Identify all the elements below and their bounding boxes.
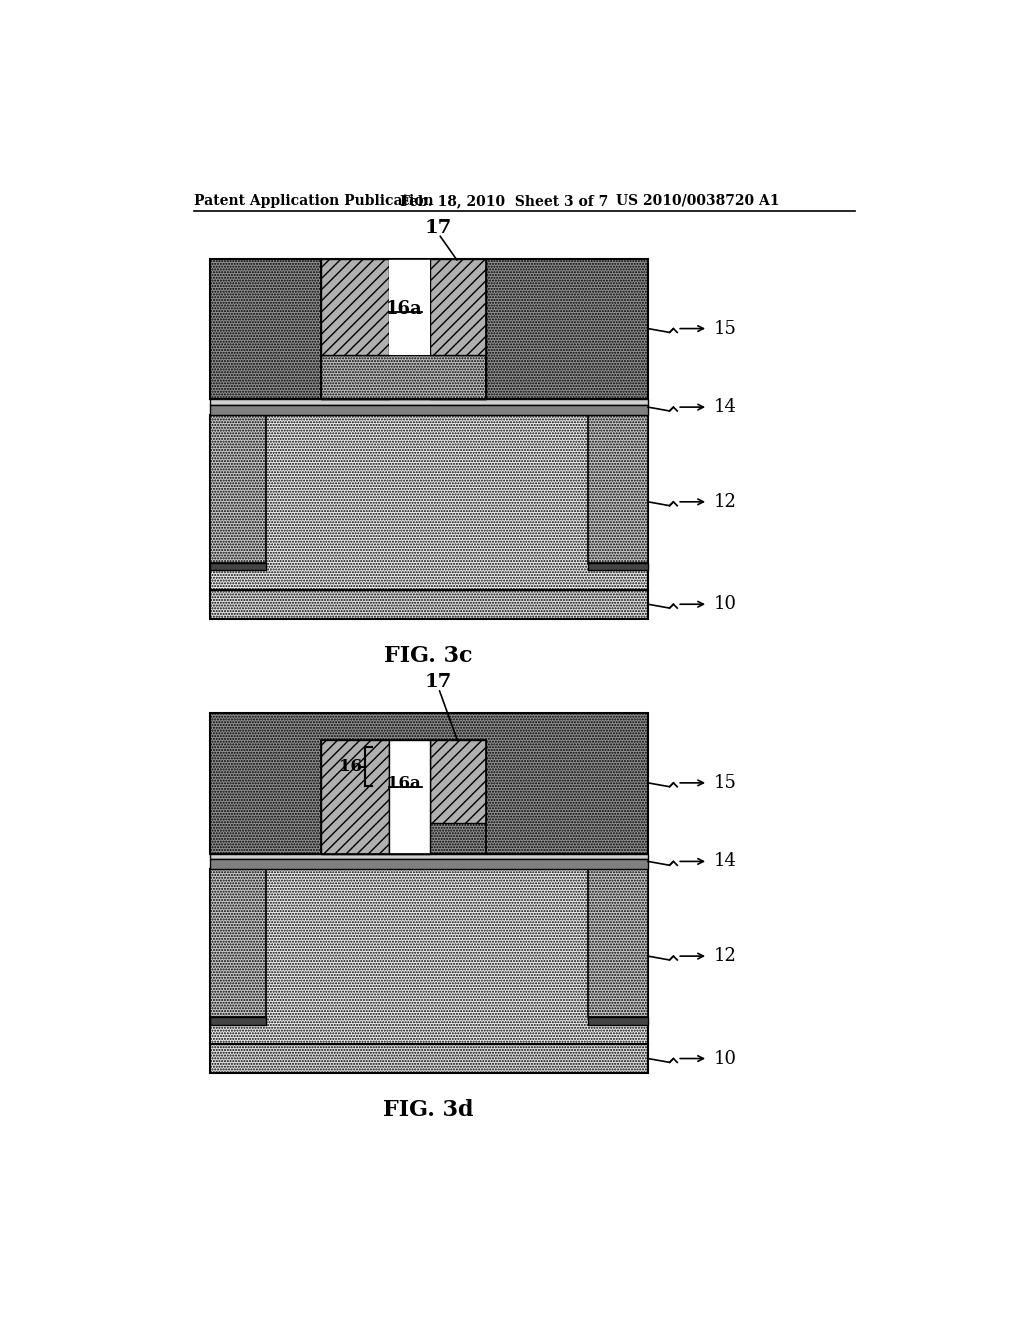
Text: Patent Application Publication: Patent Application Publication: [195, 194, 434, 207]
Bar: [210, 869, 648, 1044]
Bar: [321, 739, 388, 854]
Bar: [388, 259, 430, 400]
Bar: [210, 1016, 266, 1024]
Bar: [588, 1016, 648, 1024]
Bar: [210, 259, 648, 400]
Text: FIG. 3d: FIG. 3d: [383, 1100, 474, 1121]
Bar: [321, 259, 486, 400]
Bar: [388, 739, 430, 854]
Bar: [388, 259, 430, 355]
Text: 16a: 16a: [386, 300, 422, 318]
Bar: [321, 739, 486, 854]
Text: 14: 14: [714, 399, 737, 416]
Bar: [210, 1044, 648, 1073]
Text: Feb. 18, 2010  Sheet 3 of 7: Feb. 18, 2010 Sheet 3 of 7: [400, 194, 608, 207]
Bar: [321, 259, 388, 400]
Bar: [210, 859, 648, 869]
Text: 12: 12: [714, 492, 737, 511]
Bar: [430, 259, 486, 400]
Bar: [210, 869, 266, 1016]
Bar: [588, 869, 648, 1016]
Text: 10: 10: [714, 595, 737, 614]
Bar: [588, 562, 648, 570]
Text: 16: 16: [339, 758, 361, 775]
Text: 16a: 16a: [387, 775, 421, 792]
Bar: [210, 590, 648, 619]
Bar: [210, 414, 648, 590]
Bar: [210, 562, 266, 570]
Bar: [321, 355, 486, 400]
Bar: [321, 259, 388, 355]
Bar: [430, 739, 486, 822]
Text: 17: 17: [425, 673, 453, 690]
Bar: [210, 854, 648, 859]
Bar: [210, 400, 648, 405]
Text: 10: 10: [714, 1049, 737, 1068]
Text: 17: 17: [425, 219, 453, 236]
Text: FIG. 3c: FIG. 3c: [384, 645, 473, 667]
Text: 14: 14: [714, 853, 737, 870]
Bar: [210, 414, 266, 562]
Bar: [430, 259, 486, 355]
Bar: [210, 405, 648, 414]
Text: 12: 12: [714, 948, 737, 965]
Bar: [321, 259, 486, 400]
Text: 15: 15: [714, 774, 737, 792]
Text: 15: 15: [714, 319, 737, 338]
Text: US 2010/0038720 A1: US 2010/0038720 A1: [615, 194, 779, 207]
Bar: [210, 713, 648, 854]
Bar: [588, 414, 648, 562]
